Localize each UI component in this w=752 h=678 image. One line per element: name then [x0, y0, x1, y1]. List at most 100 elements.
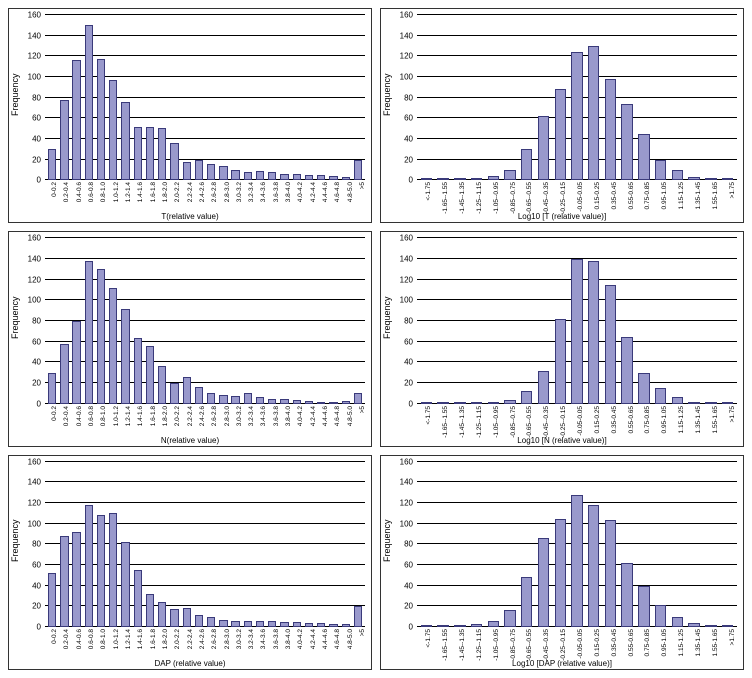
bar [538, 116, 549, 180]
bar [72, 321, 80, 404]
y-axis-label: Frequency [10, 296, 20, 339]
bar [655, 160, 666, 181]
bars [417, 462, 737, 627]
bars [45, 238, 365, 403]
y-axis-label: Frequency [382, 73, 392, 116]
bar [705, 625, 716, 627]
chart-panel-n_log: Frequency 020406080100120140160<-1.75-1.6… [380, 231, 744, 446]
bar [121, 542, 129, 627]
bar [170, 383, 178, 404]
plot-area [45, 15, 365, 180]
bar [672, 170, 683, 180]
bar [454, 625, 465, 627]
bar [280, 174, 288, 180]
bar [342, 401, 350, 404]
bar [437, 402, 448, 404]
bar [638, 134, 649, 180]
bar [109, 288, 117, 404]
bar [488, 621, 499, 627]
x-ticks: 0-0.20.2-0.40.4-0.60.6-0.80.8-1.01.0-1.2… [45, 182, 365, 210]
bar [638, 373, 649, 404]
plot-area [417, 462, 737, 627]
bar [305, 401, 313, 404]
x-ticks: <-1.75-1.65--1.55-1.45--1.35-1.25--1.15-… [417, 629, 737, 657]
y-ticks: 020406080100120140160 [397, 15, 415, 180]
bar [48, 373, 56, 404]
bar [421, 178, 432, 180]
bar [672, 617, 683, 627]
y-ticks: 020406080100120140160 [397, 238, 415, 403]
bar [521, 391, 532, 403]
bar [256, 397, 264, 403]
bar [48, 149, 56, 180]
bar [207, 617, 215, 627]
bar [121, 309, 129, 404]
y-axis-label: Frequency [382, 296, 392, 339]
bar [134, 338, 142, 404]
y-ticks: 020406080100120140160 [397, 462, 415, 627]
bar [329, 624, 337, 627]
chart-panel-t_log: Frequency020406080100120140160<-1.75-1.6… [380, 8, 744, 223]
plot-area [417, 238, 737, 403]
bars [417, 15, 737, 180]
x-axis-label: DAP (relative value) [9, 659, 371, 668]
x-ticks: <-1.75-1.65--1.55-1.45--1.35-1.25--1.15-… [417, 406, 737, 434]
bar [317, 175, 325, 180]
bar [605, 285, 616, 404]
bar [305, 175, 313, 180]
x-axis-label: Log10 [N (relative value)] [381, 436, 743, 445]
bar [231, 170, 239, 180]
bar [109, 80, 117, 180]
bar [471, 178, 482, 180]
bar [504, 170, 515, 180]
bar [621, 563, 632, 627]
bar [722, 625, 733, 627]
chart-panel-t_linear: Frequency0204060801001201401600-0.20.2-0… [8, 8, 372, 223]
bar [60, 100, 68, 181]
bars [45, 15, 365, 180]
bar [183, 608, 191, 627]
bar [158, 128, 166, 181]
bar [705, 178, 716, 180]
bar [293, 400, 301, 404]
bar [146, 127, 154, 181]
bar [134, 127, 142, 181]
bar [471, 624, 482, 627]
x-axis-label: T(relative value) [9, 212, 371, 221]
bar [655, 605, 666, 627]
bar [688, 177, 699, 180]
bar [170, 609, 178, 627]
bar [121, 102, 129, 181]
bar [504, 610, 515, 627]
bar [268, 172, 276, 180]
x-axis-label: N(relative value) [9, 436, 371, 445]
y-ticks: 020406080100120140160 [25, 238, 43, 403]
bar [488, 402, 499, 404]
bar [317, 623, 325, 627]
bar [471, 402, 482, 404]
bar [60, 344, 68, 404]
x-ticks: 0-0.20.2-0.40.4-0.60.6-0.80.8-1.01.0-1.2… [45, 406, 365, 434]
y-axis-label: Frequency [10, 520, 20, 563]
x-axis-label: Log10 [T (relative value)] [381, 212, 743, 221]
bar [60, 536, 68, 627]
bar [454, 402, 465, 404]
chart-panel-n_linear: Frequency 0204060801001201401600-0.20.2-0… [8, 231, 372, 446]
bars [417, 238, 737, 403]
bar [72, 60, 80, 180]
bar [571, 259, 582, 404]
y-ticks: 020406080100120140160 [25, 462, 43, 627]
bar [97, 269, 105, 403]
bar [244, 172, 252, 180]
y-axis-label: Frequency [10, 73, 20, 116]
bar [555, 319, 566, 404]
bar [342, 624, 350, 627]
bar [170, 143, 178, 180]
bar [722, 402, 733, 404]
bar [421, 625, 432, 627]
bar [421, 402, 432, 404]
bar [688, 623, 699, 627]
bar [672, 397, 683, 403]
bar [207, 393, 215, 403]
plot-area [45, 238, 365, 403]
